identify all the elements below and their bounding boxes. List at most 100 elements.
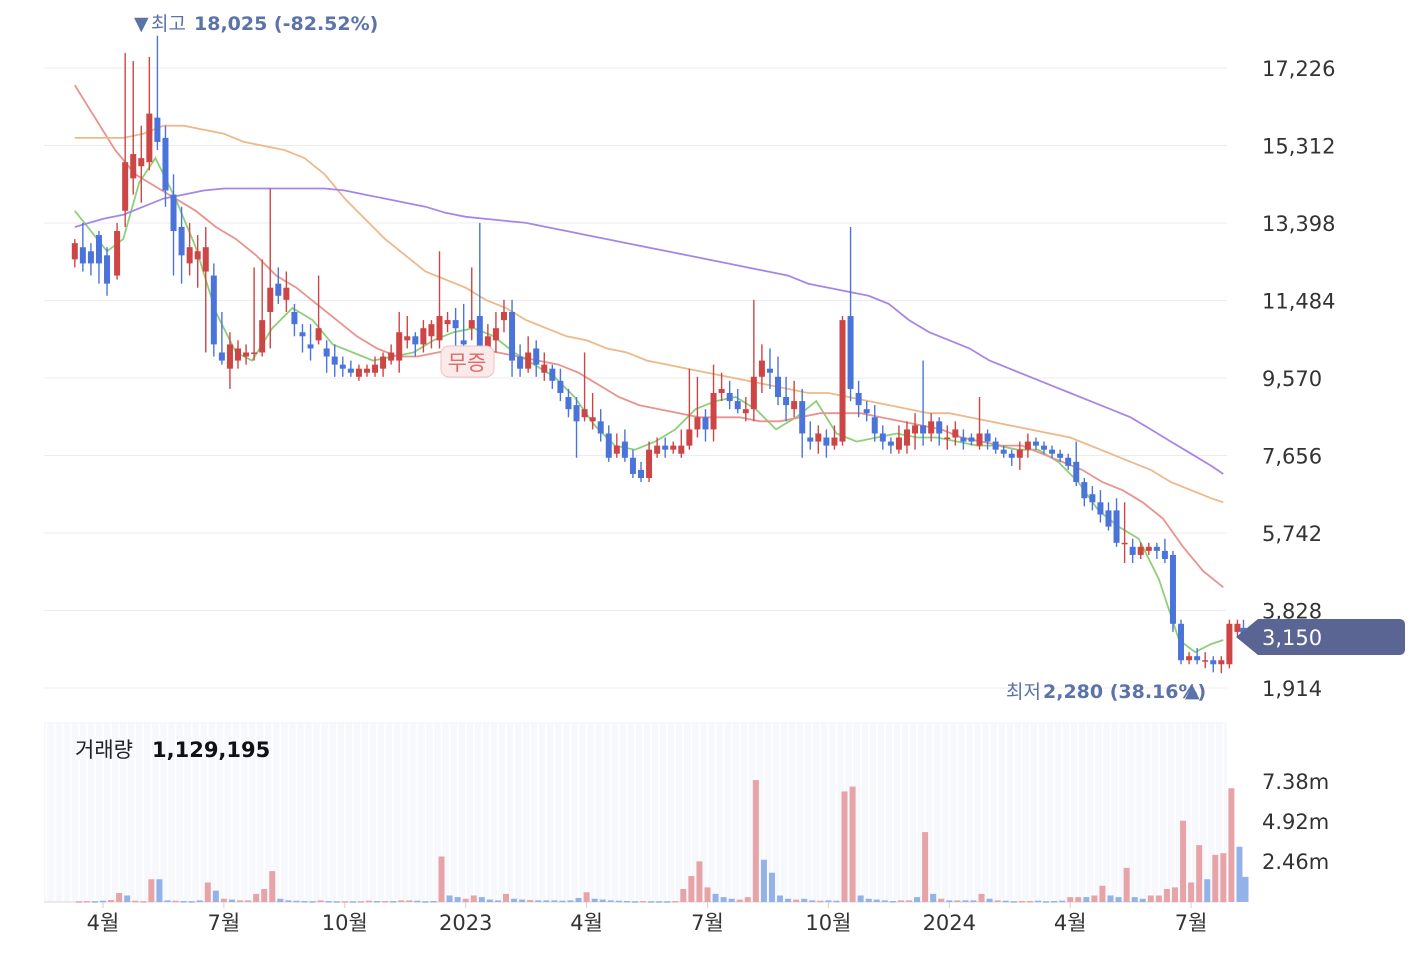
volume-bar bbox=[551, 900, 558, 902]
volume-bar bbox=[527, 900, 534, 902]
volume-bar bbox=[1196, 845, 1203, 902]
candle bbox=[879, 425, 886, 450]
candle-body bbox=[1073, 461, 1080, 483]
candle-body bbox=[1153, 546, 1160, 551]
candle bbox=[509, 299, 516, 377]
candle-body bbox=[154, 117, 161, 142]
candle-body bbox=[847, 316, 854, 389]
volume-bar bbox=[1236, 846, 1243, 902]
volume-bar bbox=[212, 890, 219, 902]
candle bbox=[372, 356, 379, 377]
volume-bar bbox=[825, 900, 832, 902]
candle-body bbox=[428, 324, 435, 337]
candle bbox=[396, 311, 403, 373]
volume-bar bbox=[494, 900, 501, 902]
candle-body bbox=[887, 441, 894, 446]
volume-bar bbox=[785, 898, 792, 902]
max-price-value: 18,025 (-82.52%) bbox=[194, 13, 378, 35]
candle-body bbox=[589, 417, 596, 422]
candle bbox=[444, 311, 451, 333]
candle bbox=[702, 409, 709, 442]
candle bbox=[573, 397, 580, 458]
volume-bar bbox=[954, 900, 961, 902]
candle bbox=[1226, 619, 1233, 669]
candle bbox=[1145, 542, 1152, 555]
candle bbox=[694, 376, 701, 438]
min-price-prefix: 최저 bbox=[1006, 681, 1041, 703]
candle-body bbox=[162, 137, 169, 191]
candle-body bbox=[138, 158, 145, 167]
candle bbox=[750, 299, 757, 422]
volume-bar bbox=[478, 897, 485, 902]
candle bbox=[226, 332, 233, 389]
moving-average-lines bbox=[74, 84, 1224, 654]
candle-body bbox=[1121, 542, 1128, 545]
candle bbox=[1161, 538, 1168, 564]
candle-body bbox=[597, 421, 604, 434]
candle-body bbox=[130, 154, 137, 179]
candle-body bbox=[251, 352, 258, 354]
volume-bar bbox=[486, 899, 493, 902]
candle-body bbox=[1210, 660, 1217, 665]
current-price-value: 3,150 bbox=[1262, 626, 1322, 650]
volume-bar bbox=[897, 900, 904, 902]
candle-body bbox=[686, 429, 693, 446]
candle bbox=[412, 332, 419, 357]
candle bbox=[210, 263, 217, 357]
candle bbox=[122, 52, 129, 227]
candle bbox=[1153, 542, 1160, 559]
candle bbox=[95, 231, 102, 284]
candle bbox=[468, 267, 475, 341]
candle-body bbox=[976, 433, 983, 446]
candle bbox=[251, 267, 258, 361]
candle-body bbox=[1145, 546, 1152, 551]
volume-bar bbox=[341, 901, 348, 903]
candle bbox=[613, 433, 620, 458]
volume-bar bbox=[196, 900, 203, 902]
volume-bar bbox=[752, 780, 759, 902]
candle-body bbox=[646, 449, 653, 479]
candle-body bbox=[1097, 502, 1104, 515]
volume-bar bbox=[277, 898, 284, 902]
candle-body bbox=[662, 445, 669, 450]
candle bbox=[347, 360, 354, 377]
candle-body bbox=[533, 348, 540, 365]
candle bbox=[1218, 656, 1225, 674]
volume-bar bbox=[994, 900, 1001, 902]
volume-bar bbox=[253, 893, 260, 902]
candle-body bbox=[936, 421, 943, 434]
time-tick-label: 2024 bbox=[923, 911, 976, 935]
volume-bar bbox=[309, 901, 316, 903]
volume-bar bbox=[1091, 895, 1098, 902]
volume-bar bbox=[261, 888, 268, 902]
candle bbox=[758, 344, 765, 393]
volume-bar bbox=[357, 901, 364, 903]
candle bbox=[1194, 648, 1201, 665]
candle-body bbox=[210, 275, 217, 345]
candle-body bbox=[122, 162, 129, 211]
candle-body bbox=[799, 401, 806, 434]
volume-bar bbox=[75, 901, 82, 903]
volume-bar bbox=[938, 898, 945, 902]
volume-value: 1,129,195 bbox=[152, 738, 270, 762]
volume-bar bbox=[414, 900, 421, 903]
candle bbox=[823, 429, 830, 458]
volume-bar bbox=[1139, 898, 1146, 902]
price-tick-label: 17,226 bbox=[1262, 57, 1335, 81]
candle-body bbox=[492, 328, 499, 341]
volume-bar bbox=[164, 900, 171, 902]
volume-bar bbox=[640, 901, 647, 903]
candle-body bbox=[742, 409, 749, 414]
candle-body bbox=[968, 437, 975, 442]
candle-body bbox=[95, 235, 102, 264]
volume-bar bbox=[1204, 879, 1211, 902]
candle-body bbox=[1161, 550, 1168, 559]
volume-series bbox=[75, 780, 1249, 903]
candle-body bbox=[114, 231, 121, 276]
price-tick-label: 7,656 bbox=[1262, 445, 1322, 469]
min-price-marker-icon: ▲ bbox=[1185, 680, 1200, 702]
candle bbox=[871, 405, 878, 442]
candle bbox=[275, 267, 282, 304]
